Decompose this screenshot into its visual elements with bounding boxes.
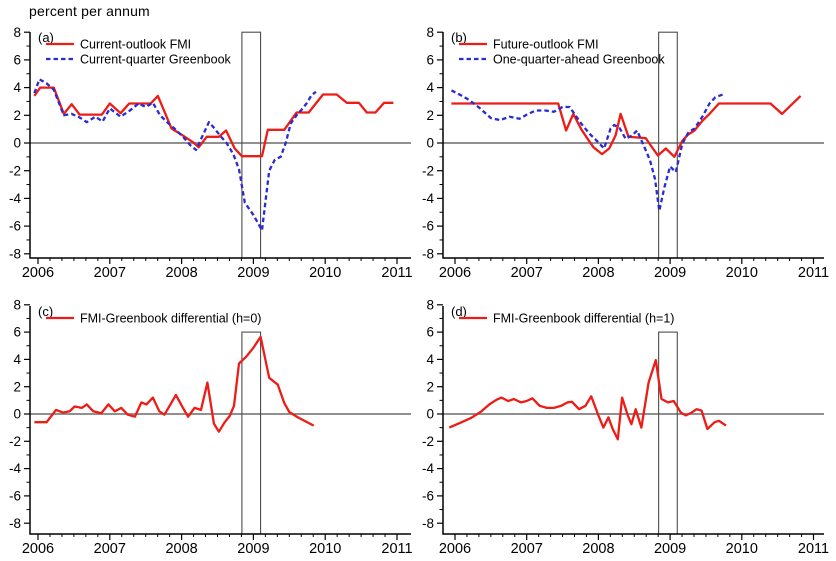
y-tick-label: -8	[9, 516, 21, 531]
legend-label: Current-outlook FMI	[80, 38, 191, 52]
axes	[442, 306, 824, 535]
y-tick-label: 4	[13, 352, 21, 367]
y-tick-label: 8	[426, 297, 434, 312]
legend-label: Future-outlook FMI	[493, 38, 599, 52]
y-tick-label: -2	[422, 434, 434, 449]
panel-label: (d)	[451, 304, 467, 319]
recession-box	[241, 31, 262, 259]
series-line-fmi	[33, 86, 394, 158]
x-tick-label: 2007	[94, 265, 126, 281]
y-tick-label: -2	[422, 163, 434, 178]
x-tick-label: 2010	[309, 265, 341, 281]
y-tick-label: 4	[426, 80, 434, 95]
panel-d: -8 -6 -4 -2 0 2 4 6 8 2006 2007 2008 2009 2010 2011 (d)…	[422, 297, 829, 557]
y-tick-label: -4	[422, 191, 434, 206]
y-tick-label: -6	[422, 489, 434, 504]
y-tick-label: -8	[422, 246, 434, 261]
legend-label: FMI-Greenbook differential (h=1)	[493, 312, 674, 326]
x-tick-label: 2008	[582, 265, 614, 281]
x-tick-label: 2009	[654, 541, 686, 557]
y-tick-label: -6	[422, 219, 434, 234]
y-tick-label: -4	[9, 461, 21, 476]
y-tick-label: 6	[13, 53, 21, 68]
x-tick-label: 2011	[381, 541, 412, 557]
y-tick-label: 2	[13, 108, 21, 123]
y-tick-label: 8	[426, 25, 434, 40]
series-line-fmi	[448, 358, 727, 441]
x-tick-label: 2010	[726, 541, 758, 557]
x-tick-label: 2006	[439, 541, 471, 557]
y-tick-label: -8	[9, 246, 21, 261]
y-tick-label: 4	[13, 80, 21, 95]
y-tick-label: 2	[13, 379, 21, 394]
y-tick-label: 0	[426, 136, 434, 151]
axes	[29, 306, 411, 535]
legend-label: One-quarter-ahead Greenbook	[493, 53, 665, 67]
x-tick-label: 2006	[22, 265, 54, 281]
legend-label: FMI-Greenbook differential (h=0)	[80, 312, 261, 326]
x-tick-label: 2009	[237, 265, 269, 281]
recession-box	[658, 331, 678, 535]
y-tick-label: -4	[422, 461, 434, 476]
panel-label: (b)	[451, 30, 467, 45]
x-tick-label: 2009	[654, 265, 686, 281]
x-tick-label: 2011	[381, 265, 412, 281]
x-tick-label: 2008	[582, 541, 614, 557]
y-tick-label: -6	[9, 219, 21, 234]
y-tick-label: -2	[9, 163, 21, 178]
y-tick-label: 8	[13, 25, 21, 40]
y-tick-label: 6	[13, 325, 21, 340]
y-tick-label: 0	[13, 407, 21, 422]
y-tick-label: -4	[9, 191, 21, 206]
y-tick-label: 6	[426, 325, 434, 340]
axes	[29, 32, 411, 259]
y-tick-label: -6	[9, 489, 21, 504]
y-tick-label: -2	[9, 434, 21, 449]
panel-a: -8 -6 -4 -2 0 2 4 6 8 2006 2007 2008 2009 2010 2011 (a)…	[9, 25, 413, 281]
x-tick-label: 2011	[798, 265, 829, 281]
x-tick-label: 2011	[798, 541, 829, 557]
axes	[442, 32, 824, 259]
x-tick-label: 2010	[309, 541, 341, 557]
panel-c: -8 -6 -4 -2 0 2 4 6 8 2006 2007 2008 2009 2010 2011 (c)…	[9, 297, 413, 557]
x-tick-label: 2009	[237, 541, 269, 557]
x-tick-label: 2007	[511, 265, 543, 281]
y-tick-label: 8	[13, 297, 21, 312]
y-tick-label: -8	[422, 516, 434, 531]
recession-box	[241, 331, 262, 535]
series-line-greenbook	[33, 78, 317, 232]
y-tick-label: 0	[13, 136, 21, 151]
legend-label: Current-quarter Greenbook	[80, 53, 232, 67]
panel-label: (c)	[38, 304, 53, 319]
y-tick-label: 2	[426, 379, 434, 394]
x-tick-label: 2007	[94, 541, 126, 557]
y-tick-label: 2	[426, 108, 434, 123]
series-line-fmi	[451, 95, 802, 158]
x-tick-label: 2008	[165, 541, 197, 557]
y-tick-label: 0	[426, 407, 434, 422]
series-line-greenbook	[450, 89, 726, 213]
panel-label: (a)	[38, 30, 54, 45]
x-tick-label: 2010	[726, 265, 758, 281]
series-line-fmi	[34, 335, 315, 433]
y-tick-label: 6	[426, 53, 434, 68]
x-tick-label: 2006	[439, 265, 471, 281]
x-tick-label: 2008	[165, 265, 197, 281]
panel-b: -8 -6 -4 -2 0 2 4 6 8 2006 2007 2008 2009 2010 2011 (b)…	[422, 25, 829, 281]
x-tick-label: 2006	[22, 541, 54, 557]
x-tick-label: 2007	[511, 541, 543, 557]
y-tick-label: 4	[426, 352, 434, 367]
chart-title: percent per annum	[29, 3, 150, 19]
